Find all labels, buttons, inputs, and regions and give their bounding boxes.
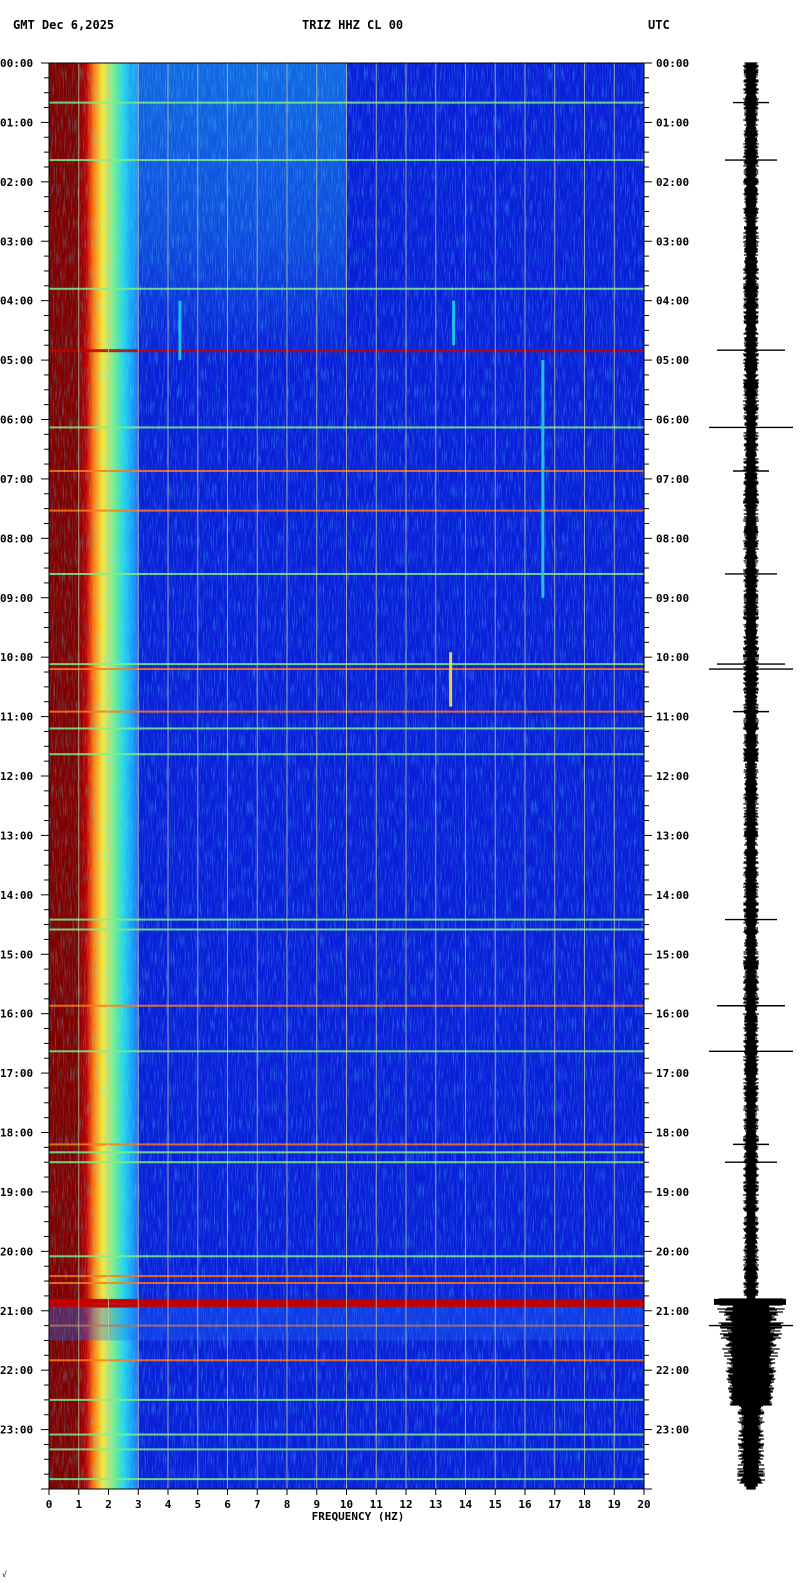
y-tick-label-left-06:00: 06:00 [0, 414, 33, 427]
x-tick-label-11: 11 [370, 1498, 384, 1511]
y-tick-label-left-11:00: 11:00 [0, 711, 33, 724]
y-tick-label-left-00:00: 00:00 [0, 57, 33, 70]
y-tick-label-right-10:00: 10:00 [656, 651, 689, 664]
y-tick-label-left-10:00: 10:00 [0, 651, 33, 664]
y-tick-label-left-08:00: 08:00 [0, 532, 33, 545]
y-tick-label-left-19:00: 19:00 [0, 1186, 33, 1199]
x-tick-label-0: 0 [46, 1498, 53, 1511]
y-tick-label-left-23:00: 23:00 [0, 1424, 33, 1437]
y-tick-label-left-03:00: 03:00 [0, 235, 33, 248]
y-tick-label-right-08:00: 08:00 [656, 532, 689, 545]
y-tick-label-right-16:00: 16:00 [656, 1008, 689, 1021]
seismogram-waveform [717, 62, 785, 1490]
y-tick-label-left-13:00: 13:00 [0, 829, 33, 842]
x-tick-label-15: 15 [489, 1498, 502, 1511]
y-tick-label-left-01:00: 01:00 [0, 116, 33, 129]
x-tick-label-13: 13 [429, 1498, 442, 1511]
y-tick-label-right-11:00: 11:00 [656, 711, 689, 724]
y-tick-label-right-03:00: 03:00 [656, 235, 689, 248]
x-tick-label-10: 10 [340, 1498, 353, 1511]
y-tick-label-left-07:00: 07:00 [0, 473, 33, 486]
y-tick-label-right-09:00: 09:00 [656, 592, 689, 605]
y-tick-label-right-19:00: 19:00 [656, 1186, 689, 1199]
header-timezone-date: GMT Dec 6,2025 [13, 18, 115, 32]
x-tick-label-2: 2 [105, 1498, 112, 1511]
x-tick-label-3: 3 [135, 1498, 142, 1511]
x-tick-label-6: 6 [224, 1498, 231, 1511]
narrowband-feature-2 [178, 300, 182, 361]
y-tick-label-right-14:00: 14:00 [656, 889, 689, 902]
narrowband-feature-3 [541, 360, 545, 598]
x-tick-label-9: 9 [313, 1498, 320, 1511]
x-tick-label-20: 20 [637, 1498, 650, 1511]
y-tick-label-left-20:00: 20:00 [0, 1245, 33, 1258]
y-axis-right: 00:00 01:00 02:00 03:00 04:00 05:00 06:00 07:00… [644, 57, 689, 1490]
x-axis: 0 1 2 3 4 5 6 7 8 9 10 11 12 13 14 15 16 17 18 19 20 [46, 1489, 651, 1511]
y-tick-label-left-04:00: 04:00 [0, 295, 33, 308]
x-tick-label-8: 8 [284, 1498, 291, 1511]
y-tick-label-right-15:00: 15:00 [656, 948, 689, 961]
x-tick-label-5: 5 [194, 1498, 201, 1511]
frequency-grid [48, 62, 645, 1490]
seismogram-trace [709, 62, 793, 1490]
x-axis-label: FREQUENCY (HZ) [312, 1510, 405, 1523]
y-tick-label-left-18:00: 18:00 [0, 1127, 33, 1140]
y-tick-label-left-15:00: 15:00 [0, 948, 33, 961]
y-tick-label-right-20:00: 20:00 [656, 1245, 689, 1258]
narrowband-feature-1 [452, 300, 456, 346]
y-tick-label-left-21:00: 21:00 [0, 1305, 33, 1318]
y-tick-label-right-07:00: 07:00 [656, 473, 689, 486]
y-tick-label-left-05:00: 05:00 [0, 354, 33, 367]
x-tick-label-7: 7 [254, 1498, 261, 1511]
y-tick-label-right-06:00: 06:00 [656, 414, 689, 427]
y-tick-label-right-02:00: 02:00 [656, 176, 689, 189]
x-tick-label-14: 14 [459, 1498, 473, 1511]
y-tick-label-right-18:00: 18:00 [656, 1127, 689, 1140]
y-tick-label-left-22:00: 22:00 [0, 1364, 33, 1377]
y-tick-label-right-13:00: 13:00 [656, 829, 689, 842]
y-tick-label-right-22:00: 22:00 [656, 1364, 689, 1377]
x-tick-label-17: 17 [548, 1498, 561, 1511]
y-tick-label-left-12:00: 12:00 [0, 770, 33, 783]
y-tick-label-right-21:00: 21:00 [656, 1305, 689, 1318]
chart-title: TRIZ HHZ CL 00 [302, 18, 404, 32]
x-tick-label-18: 18 [578, 1498, 591, 1511]
y-tick-label-right-05:00: 05:00 [656, 354, 689, 367]
x-tick-label-12: 12 [399, 1498, 412, 1511]
y-tick-label-right-17:00: 17:00 [656, 1067, 689, 1080]
y-tick-label-right-01:00: 01:00 [656, 116, 689, 129]
narrowband-feature-0 [449, 652, 453, 707]
y-tick-label-right-04:00: 04:00 [656, 295, 689, 308]
x-tick-label-16: 16 [518, 1498, 532, 1511]
x-tick-label-19: 19 [608, 1498, 621, 1511]
x-tick-label-1: 1 [75, 1498, 82, 1511]
x-tick-label-4: 4 [165, 1498, 172, 1511]
y-tick-label-right-12:00: 12:00 [656, 770, 689, 783]
y-tick-label-left-02:00: 02:00 [0, 176, 33, 189]
y-tick-label-left-14:00: 14:00 [0, 889, 33, 902]
y-tick-label-right-23:00: 23:00 [656, 1424, 689, 1437]
y-tick-label-left-09:00: 09:00 [0, 592, 33, 605]
seismogram-main-event [714, 1298, 786, 1305]
y-axis-left: 00:00 01:00 02:00 03:00 04:00 05:00 06:00 07:00… [0, 57, 49, 1490]
header-utc-label: UTC [648, 18, 670, 32]
corner-mark: √ [2, 1570, 7, 1579]
y-tick-label-right-00:00: 00:00 [656, 57, 689, 70]
y-tick-label-left-16:00: 16:00 [0, 1008, 33, 1021]
y-tick-label-left-17:00: 17:00 [0, 1067, 33, 1080]
